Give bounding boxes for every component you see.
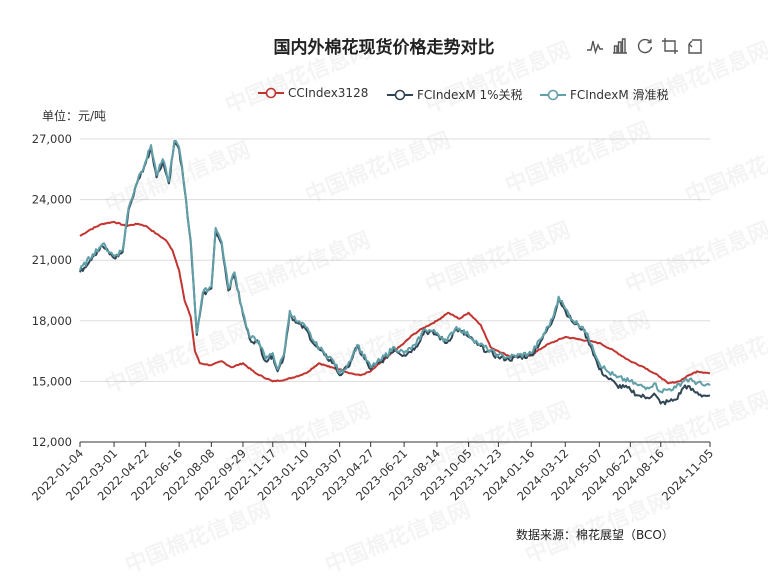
legend-label-ccindex: CCIndex3128 [288, 86, 369, 100]
bar-chart-icon[interactable] [611, 37, 629, 55]
data-source-note: 数据来源：棉花展望（BCO） [516, 528, 674, 542]
legend-label-fcindex-1pct: FCIndexM 1%关税 [417, 88, 523, 102]
legend-marker-fcindex-sliding [540, 89, 566, 100]
y-tick-label: 18,000 [32, 314, 72, 328]
x-axis: 2022-01-042022-03-012022-04-222022-06-16… [29, 441, 716, 503]
grid [80, 138, 710, 443]
legend-marker-ccindex [258, 87, 284, 99]
y-tick-label: 21,000 [32, 253, 72, 267]
line-chart-icon[interactable] [586, 37, 604, 55]
y-tick-label: 15,000 [32, 374, 72, 388]
y-axis-unit-label: 单位：元/吨 [42, 109, 107, 123]
y-tick-label: 12,000 [32, 435, 72, 449]
legend-item-ccindex[interactable]: CCIndex3128 [258, 86, 368, 100]
series-line-1[interactable] [79, 142, 711, 406]
series-line-0[interactable] [79, 220, 711, 385]
legend-item-fcindex-1pct[interactable]: FCIndexM 1%关税 [387, 86, 523, 103]
series-line-2[interactable] [79, 140, 711, 394]
toolbox [586, 37, 704, 55]
series-lines [79, 140, 711, 406]
y-axis: 12,000 15,000 18,000 21,000 24,000 27,000 [32, 132, 72, 449]
y-tick-label: 24,000 [32, 193, 72, 207]
back-icon[interactable] [686, 37, 704, 55]
legend-item-fcindex-sliding[interactable]: FCIndexM 滑准税 [540, 86, 669, 103]
data-zoom-icon[interactable] [661, 37, 679, 55]
legend-label-fcindex-sliding: FCIndexM 滑准税 [570, 88, 669, 102]
chart-title: 国内外棉花现货价格走势对比 [273, 38, 495, 58]
restore-icon[interactable] [636, 37, 654, 55]
legend: CCIndex3128 FCIndexM 1%关税 FCIndexM 滑准税 [0, 86, 768, 104]
legend-marker-fcindex-1pct [387, 89, 413, 100]
y-tick-label: 27,000 [32, 132, 72, 146]
x-tick-label: 2024-11-05 [659, 446, 716, 503]
